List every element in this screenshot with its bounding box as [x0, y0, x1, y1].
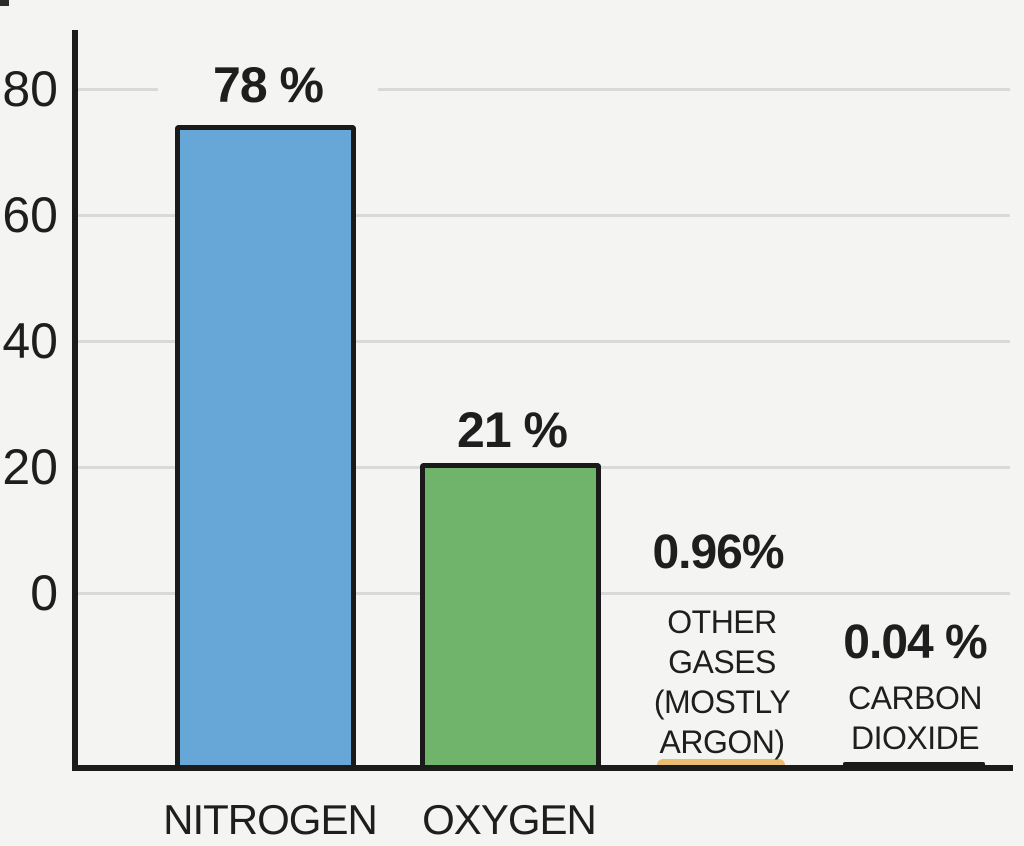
gridline-60: [78, 214, 1010, 217]
label-other-gases-line2: GASES: [668, 644, 776, 680]
y-tick-label-20: 20: [2, 439, 58, 495]
y-tick-label-60: 60: [2, 187, 58, 243]
category-label-nitrogen: NITROGEN: [163, 796, 378, 843]
y-axis-line: [72, 30, 78, 771]
value-label-nitrogen: 78 %: [158, 60, 378, 110]
bar-carbon-dioxide: [843, 762, 985, 766]
x-axis-line: [72, 765, 1013, 771]
label-carbon-dioxide-line2: DIOXIDE: [850, 720, 980, 756]
category-label-oxygen: OXYGEN: [422, 796, 597, 843]
label-carbon-dioxide-line1: CARBON: [848, 680, 982, 716]
bar-oxygen: [420, 463, 601, 765]
value-label-carbon-dioxide: 0.04 %: [805, 618, 1024, 668]
bar-other-gases: [657, 759, 785, 766]
y-tick-label-40: 40: [2, 313, 58, 369]
gridline-80: [78, 88, 1010, 91]
label-other-gases-line3: (MOSTLY: [653, 684, 791, 720]
gridline-40: [78, 340, 1010, 343]
label-other-gases: OTHER GASES (MOSTLY ARGON): [612, 602, 832, 762]
corner-artifact: [0, 0, 9, 6]
label-carbon-dioxide: CARBON DIOXIDE: [805, 678, 1024, 758]
value-label-other-gases: 0.96%: [608, 528, 828, 578]
label-other-gases-line4: ARGON): [659, 724, 786, 760]
value-label-oxygen: 21 %: [402, 405, 622, 455]
label-other-gases-line1: OTHER: [667, 604, 777, 640]
y-tick-label-80: 80: [2, 61, 58, 117]
bar-nitrogen: [175, 125, 356, 765]
y-tick-label-0: 0: [30, 565, 58, 621]
